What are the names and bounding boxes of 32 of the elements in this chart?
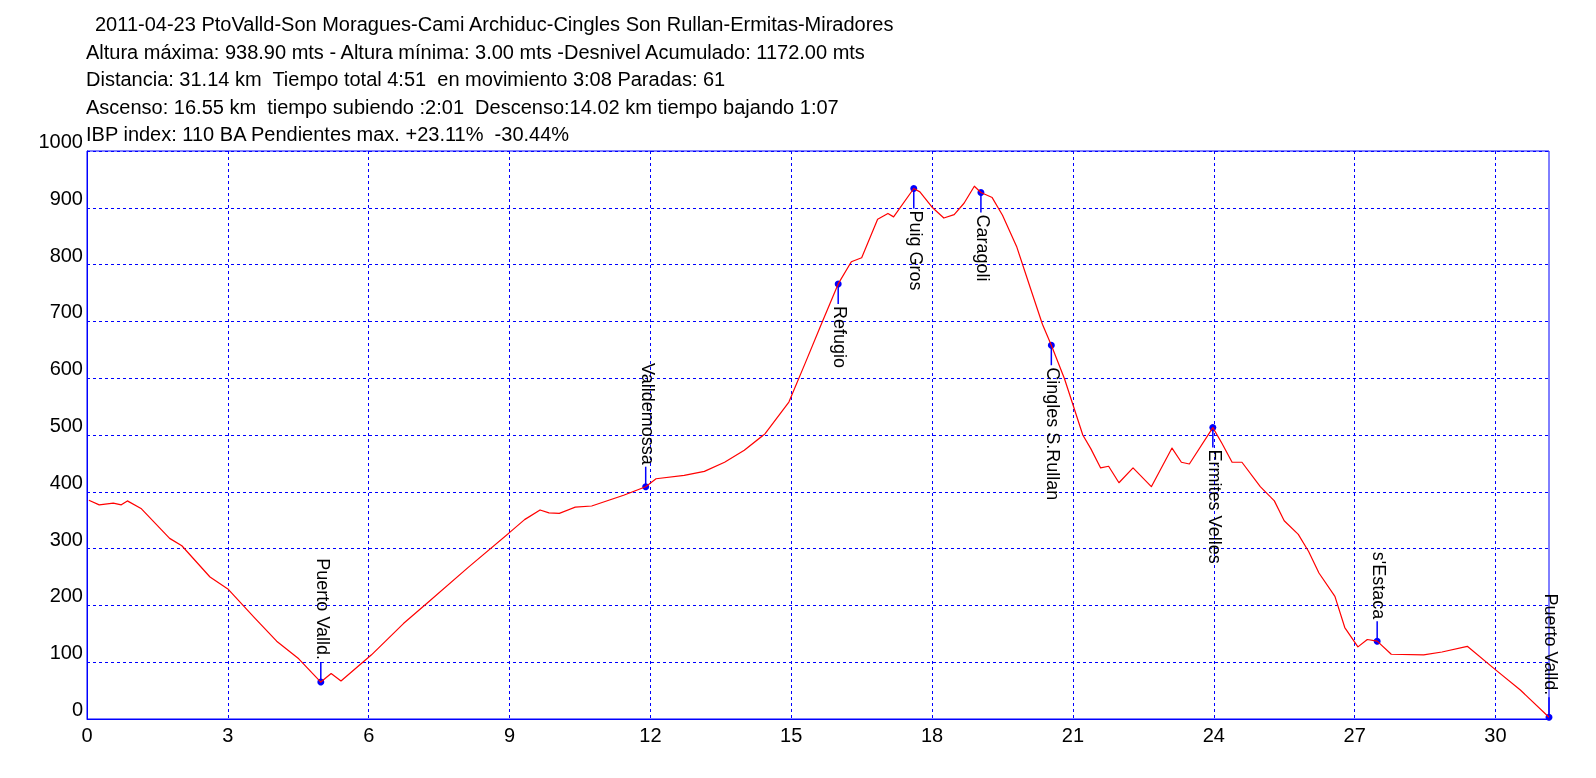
x-tick-label: 30 <box>1484 724 1507 746</box>
y-tick-label: 0 <box>71 698 83 720</box>
y-tick-label: 400 <box>49 470 83 493</box>
x-tick-label: 9 <box>503 724 516 746</box>
x-tick-label: 12 <box>639 724 662 746</box>
annotation: Ermites Velles <box>1204 449 1225 564</box>
y-tick-label: 500 <box>49 414 83 436</box>
x-tick-label: 21 <box>1061 724 1085 746</box>
y-tick-label: 300 <box>49 527 83 550</box>
annotation: Refugio <box>830 305 851 368</box>
chart-subtitle: Altura máxima: 938.90 mts - Altura mínima: 3.00 mts -Desnivel Acumulado: 1172.00 mts Distancia: 31.14 km Tiempo total 4:51 en movimiento 3:08 Paradas: 61 Ascenso: 16.55 km tiempo subiendo :2:01 Descenso:14.02 km tiempo bajando 1:07 IBP index: 110 BA Pendientes max. +23.11% -30.44% <box>86 40 865 145</box>
x-tick-label: 18 <box>920 724 944 746</box>
annotation: Cingles S.Rullan <box>1043 367 1064 501</box>
y-tick-label: 200 <box>49 584 83 607</box>
y-tick-label: 800 <box>49 243 83 266</box>
x-tick-label: 15 <box>780 724 803 746</box>
annotation: Valldemossa <box>637 362 658 466</box>
y-tick-label: 600 <box>49 357 83 380</box>
x-tick-label: 6 <box>363 724 375 746</box>
annotation: Puig Gros <box>905 210 926 291</box>
x-tick-label: 3 <box>222 724 234 746</box>
annotation: s'Estaca <box>1369 551 1390 621</box>
annotation: Puerto Valld. <box>312 558 333 661</box>
y-tick-label: 900 <box>49 186 83 209</box>
chart-title: 2011-04-23 PtoValld-Son Moragues-Cami Archiduc-Cingles Son Rullan-Ermitas-Miradores <box>95 13 894 35</box>
y-tick-label: 100 <box>49 641 83 664</box>
x-tick-label: 24 <box>1202 724 1225 746</box>
annotation: Caragoli <box>972 214 993 282</box>
y-tick-label: 1000 <box>38 130 83 152</box>
y-tick-label: 700 <box>49 300 83 323</box>
annotation: Puerto Valld. <box>1541 593 1561 696</box>
x-tick-label: 27 <box>1343 724 1366 746</box>
